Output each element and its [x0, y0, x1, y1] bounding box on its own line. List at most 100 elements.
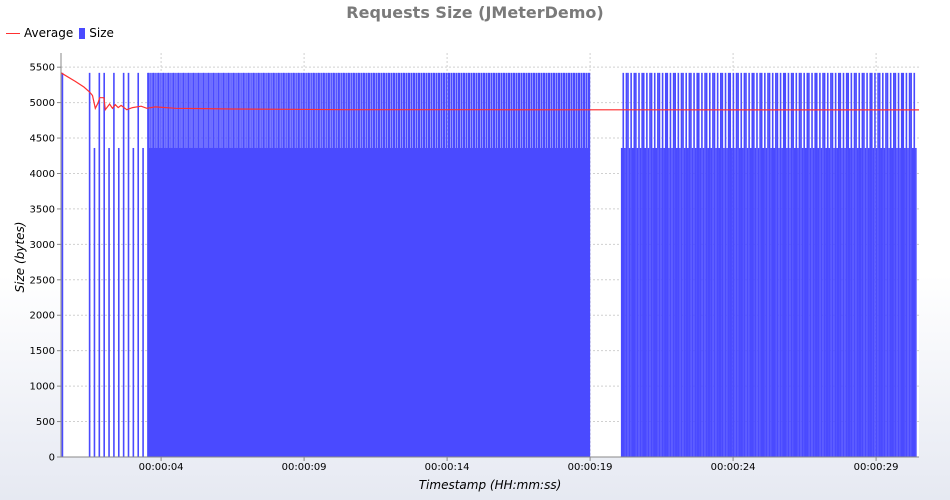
size-bar: [660, 147, 662, 457]
size-bar: [269, 147, 271, 457]
y-tick-label: 2500: [30, 275, 55, 286]
size-bar: [549, 147, 552, 457]
size-bar: [158, 72, 160, 457]
size-bar: [734, 147, 736, 457]
size-bar: [219, 147, 221, 457]
size-bar: [311, 147, 313, 457]
size-bar: [462, 72, 465, 457]
size-bar: [864, 147, 867, 457]
size-bar: [292, 72, 294, 457]
size-bar: [195, 72, 197, 457]
size-bar: [543, 72, 546, 457]
size-bar: [212, 72, 214, 457]
size-bar: [532, 72, 535, 457]
size-bar: [325, 72, 327, 457]
size-bar: [655, 147, 658, 457]
size-bar: [551, 147, 554, 457]
size-bar: [345, 72, 347, 457]
size-bar: [472, 72, 475, 457]
size-bar: [297, 72, 299, 457]
size-bar: [669, 72, 672, 457]
size-bar: [488, 72, 491, 457]
size-bar: [861, 72, 864, 457]
size-bar: [288, 72, 290, 457]
size-bar: [379, 147, 381, 457]
size-bar: [585, 72, 588, 457]
size-bar: [184, 147, 186, 457]
size-bar: [666, 72, 669, 457]
size-bar: [424, 147, 427, 457]
size-bar: [406, 147, 409, 457]
size-bar: [712, 72, 714, 457]
size-bar: [473, 72, 476, 457]
size-bar: [108, 147, 110, 457]
size-bar: [533, 72, 536, 457]
size-bar: [520, 72, 523, 457]
size-bar: [250, 72, 252, 457]
size-bar: [367, 72, 369, 457]
size-bar: [855, 72, 857, 457]
size-bar: [705, 72, 708, 457]
size-bar: [304, 147, 306, 457]
size-bar: [561, 147, 564, 457]
size-bar: [746, 147, 749, 457]
size-bar: [817, 147, 820, 457]
size-bar: [536, 147, 539, 457]
size-bar: [475, 72, 478, 457]
size-bar: [395, 72, 397, 457]
size-bar: [804, 147, 807, 457]
size-bar: [467, 72, 470, 457]
size-bar: [426, 147, 429, 457]
size-bar: [463, 72, 466, 457]
size-bar: [201, 147, 203, 457]
size-bar: [402, 72, 404, 457]
size-bar: [671, 147, 673, 457]
size-bar: [707, 147, 710, 457]
size-bar: [348, 72, 350, 457]
size-bar: [265, 72, 267, 457]
size-bar: [268, 72, 270, 457]
size-bar: [259, 147, 261, 457]
size-bar: [178, 72, 180, 457]
size-bar: [177, 72, 179, 457]
x-tick-label: 00:00:19: [568, 462, 613, 473]
y-tick-label: 3000: [30, 240, 55, 251]
size-bar: [899, 147, 901, 457]
size-bar: [542, 72, 545, 457]
size-bar: [715, 147, 717, 457]
size-bar: [236, 147, 238, 457]
size-bar: [580, 72, 583, 457]
size-bar: [579, 147, 582, 457]
size-bar: [507, 72, 510, 457]
size-bar: [495, 72, 498, 457]
size-bar: [762, 147, 765, 457]
size-bar: [497, 72, 500, 457]
legend-item-size: Size: [79, 26, 114, 40]
size-bar: [628, 147, 631, 457]
size-bar: [221, 147, 223, 457]
size-bar: [264, 147, 266, 457]
size-bar: [217, 72, 219, 457]
size-bar: [173, 72, 175, 457]
size-bar: [317, 72, 319, 457]
size-bar: [156, 147, 158, 457]
size-bar: [776, 72, 779, 457]
size-bar: [213, 72, 215, 457]
size-bar: [853, 72, 856, 457]
size-bar: [171, 147, 173, 457]
size-bar: [456, 147, 459, 457]
size-bar: [347, 72, 349, 457]
size-bar: [275, 72, 277, 457]
size-bar: [826, 72, 829, 457]
size-bar: [869, 72, 872, 457]
x-tick-label: 00:00:14: [425, 462, 470, 473]
size-bar: [405, 72, 408, 457]
size-bar: [392, 72, 394, 457]
size-bar: [187, 72, 189, 457]
size-bar: [524, 147, 527, 457]
size-bar: [504, 147, 507, 457]
x-tick-label: 00:00:29: [854, 462, 899, 473]
size-bar: [122, 72, 125, 457]
size-bar: [907, 147, 909, 457]
size-bar: [522, 72, 525, 457]
